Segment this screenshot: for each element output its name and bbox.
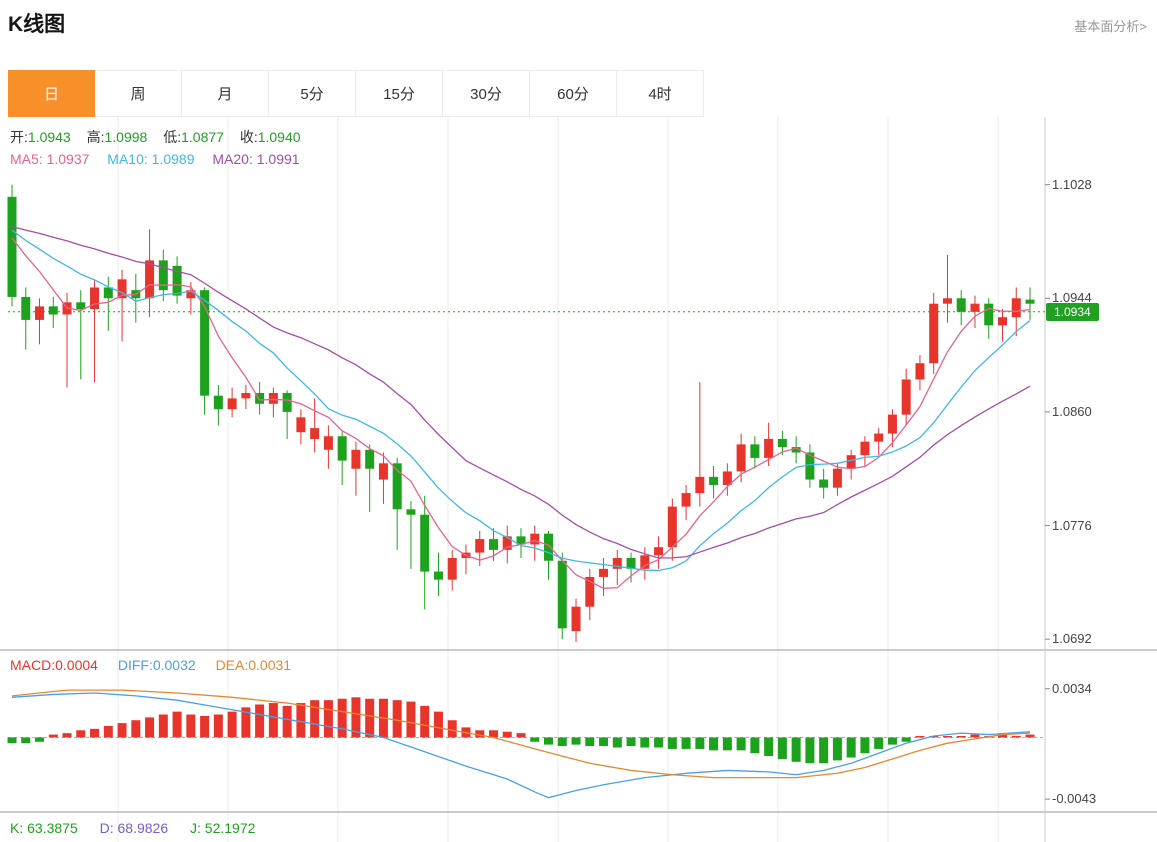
close-value: 1.0940 [257, 129, 301, 145]
interval-tabs: 日 周 月 5分 15分 30分 60分 4时 [8, 70, 704, 117]
ma-legend: MA5: 1.0937 MA10: 1.0989 MA20: 1.0991 [10, 151, 300, 167]
tab-day[interactable]: 日 [8, 70, 95, 117]
price-axis-tick: 1.1028 [1052, 176, 1092, 192]
tab-month[interactable]: 月 [182, 70, 269, 117]
ohlc-legend: 开:1.0943 高:1.0998 低:1.0877 收:1.0940 [10, 127, 313, 147]
macd-axis-tick: -0.0043 [1052, 791, 1097, 807]
tab-week[interactable]: 周 [95, 70, 182, 117]
tab-15min[interactable]: 15分 [356, 70, 443, 117]
ma5-value: MA5: 1.0937 [10, 151, 90, 167]
j-value: J: 52.1972 [190, 820, 256, 836]
tab-5min[interactable]: 5分 [269, 70, 356, 117]
current-price-tag: 1.0934 [1046, 302, 1099, 321]
open-label: 开: [10, 129, 28, 145]
macd-axis-tick: 0.0034 [1052, 680, 1092, 696]
page-title: K线图 [8, 13, 66, 36]
k-value: K: 63.3875 [10, 820, 78, 836]
d-value: D: 68.9826 [99, 820, 169, 836]
price-axis-tick: 1.0860 [1052, 403, 1092, 419]
low-label: 低: [163, 129, 182, 145]
tab-4hour[interactable]: 4时 [617, 70, 704, 117]
tab-60min[interactable]: 60分 [530, 70, 617, 117]
high-label: 高: [86, 129, 105, 145]
ma10-value: MA10: 1.0989 [107, 151, 195, 167]
price-axis-tick: 1.0944 [1052, 290, 1092, 306]
open-value: 1.0943 [27, 129, 71, 145]
close-label: 收: [239, 129, 258, 145]
fundamental-analysis-link[interactable]: 基本面分析> [1074, 19, 1147, 34]
ma20-value: MA20: 1.0991 [212, 151, 300, 167]
macd-value: MACD:0.0004 [10, 657, 98, 673]
macd-legend: MACD:0.0004 DIFF:0.0032 DEA:0.0031 [10, 657, 291, 673]
tab-30min[interactable]: 30分 [443, 70, 530, 117]
dea-value: DEA:0.0031 [215, 657, 292, 673]
low-value: 1.0877 [181, 129, 224, 145]
diff-value: DIFF:0.0032 [117, 657, 196, 673]
kline-chart[interactable] [0, 117, 1157, 842]
price-axis-tick: 1.0692 [1052, 631, 1092, 647]
kdj-legend: K: 63.3875 D: 68.9826 J: 52.1972 [10, 820, 255, 836]
price-axis-tick: 1.0776 [1052, 517, 1092, 533]
high-value: 1.0998 [104, 129, 148, 145]
